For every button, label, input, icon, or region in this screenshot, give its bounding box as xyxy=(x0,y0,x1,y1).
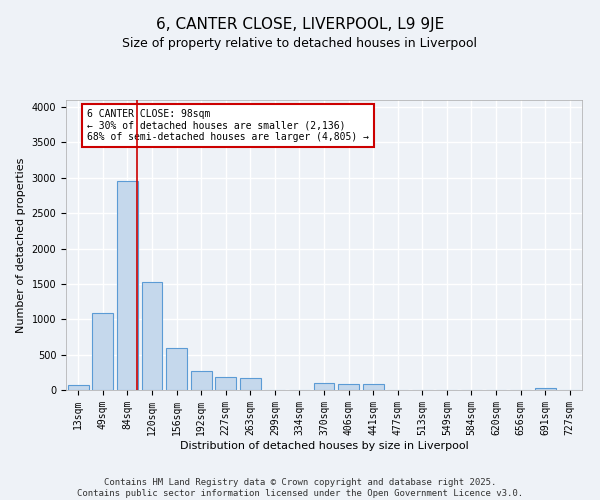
Bar xyxy=(215,376,236,390)
Y-axis label: Number of detached properties: Number of detached properties xyxy=(16,158,26,332)
Text: Size of property relative to detached houses in Liverpool: Size of property relative to detached ho… xyxy=(122,38,478,51)
X-axis label: Distribution of detached houses by size in Liverpool: Distribution of detached houses by size … xyxy=(179,440,469,450)
Bar xyxy=(535,388,556,390)
Text: 6, CANTER CLOSE, LIVERPOOL, L9 9JE: 6, CANTER CLOSE, LIVERPOOL, L9 9JE xyxy=(156,18,444,32)
Bar xyxy=(142,282,163,390)
Bar xyxy=(362,384,383,390)
Bar xyxy=(191,372,212,390)
Bar xyxy=(92,313,113,390)
Bar xyxy=(117,180,138,390)
Bar xyxy=(240,378,261,390)
Bar xyxy=(68,384,89,390)
Text: Contains HM Land Registry data © Crown copyright and database right 2025.
Contai: Contains HM Land Registry data © Crown c… xyxy=(77,478,523,498)
Bar xyxy=(338,384,359,390)
Bar xyxy=(314,383,334,390)
Text: 6 CANTER CLOSE: 98sqm
← 30% of detached houses are smaller (2,136)
68% of semi-d: 6 CANTER CLOSE: 98sqm ← 30% of detached … xyxy=(86,108,368,142)
Bar xyxy=(166,348,187,390)
